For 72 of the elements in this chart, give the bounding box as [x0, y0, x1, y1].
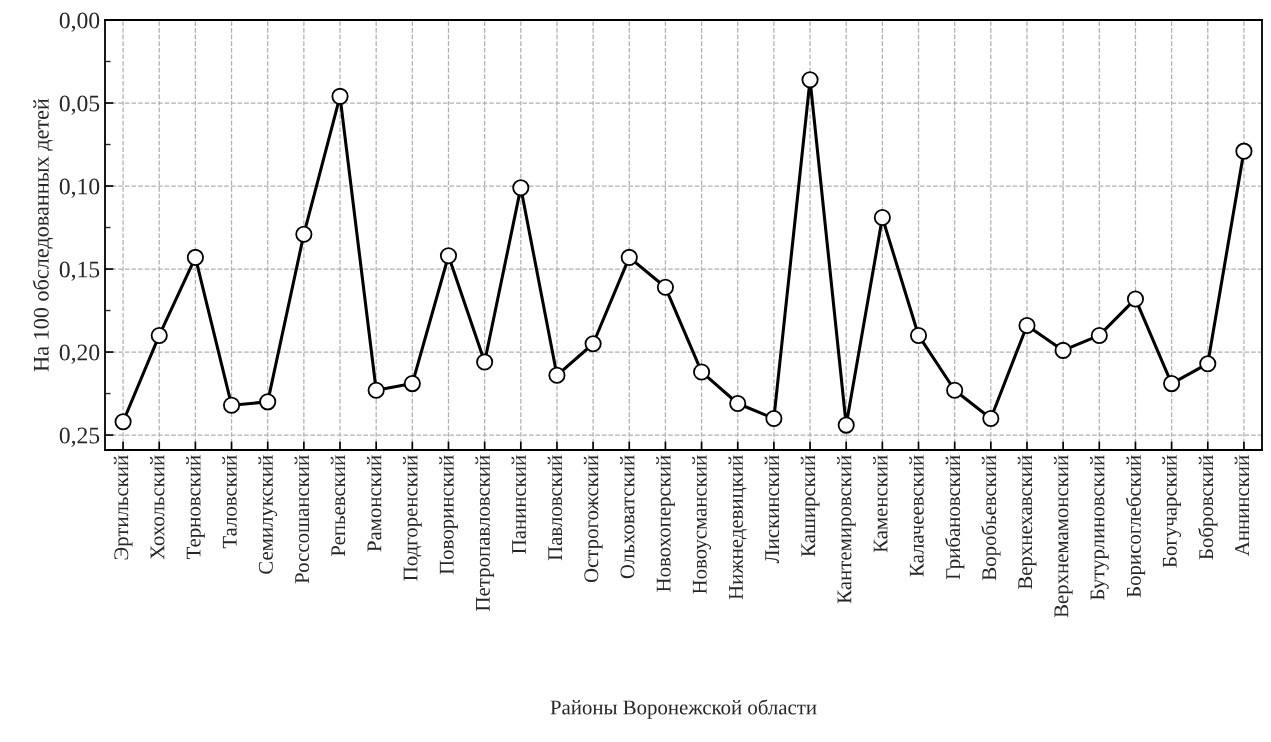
point — [331, 87, 349, 105]
point — [367, 381, 385, 399]
point — [512, 179, 530, 197]
point — [1199, 355, 1217, 373]
x-tick-label: Кантемировский — [836, 455, 856, 604]
x-tick-label: Бобровский — [1198, 455, 1218, 560]
x-tick-label: Калачеевский — [909, 455, 924, 577]
x-tick-label: Верхнемамонский — [1053, 455, 1073, 618]
y-tick-label: 0,25 — [59, 427, 100, 447]
point — [476, 353, 494, 371]
point — [909, 326, 928, 344]
point — [439, 247, 458, 265]
x-tick-label: Репьевский — [330, 455, 346, 557]
point — [729, 394, 747, 413]
x-tick-label: Бутурлиновский — [1089, 455, 1109, 600]
point — [223, 396, 241, 414]
x-tick-label: Нижнедевицкий — [728, 455, 747, 600]
x-tick-label: Панинский — [511, 455, 527, 554]
x-tick-label: Каменский — [873, 455, 888, 553]
x-tick-label: Острогожский — [583, 455, 603, 583]
point — [1235, 142, 1253, 160]
x-tick-label: Ольховатский — [620, 455, 635, 579]
x-tick-label: Каширский — [800, 455, 820, 557]
point — [801, 71, 819, 89]
x-tick-label: Новоусманский — [692, 455, 712, 594]
point — [656, 278, 674, 296]
point — [982, 409, 1000, 427]
x-tick-label: Лискинский — [764, 455, 780, 564]
x-tick-label: Таловский — [222, 455, 237, 549]
x-tick-label: Павловский — [547, 455, 563, 561]
y-tick-label: 0,15 — [59, 261, 100, 281]
y-tick-label: 0,10 — [59, 178, 100, 198]
x-tick-label: Подгоренский — [403, 455, 422, 581]
point — [873, 209, 891, 227]
x-axis-title: Районы Воронежской области — [550, 699, 817, 719]
y-axis-title: На 100 обследованных детей — [32, 98, 53, 372]
point — [548, 366, 566, 384]
x-tick-label: Поворинский — [439, 455, 458, 575]
point — [765, 409, 783, 427]
x-tick-label: Петропавловский — [475, 455, 495, 611]
point — [946, 381, 964, 399]
x-tick-label: Аннинский — [1234, 455, 1250, 556]
x-tick-label: Хохольский — [149, 455, 165, 560]
y-tick-label: 0,20 — [59, 344, 100, 364]
x-tick-label: Семилукский — [258, 455, 278, 574]
x-tick-label: Эртильский — [113, 455, 133, 560]
point — [693, 363, 711, 381]
x-tick-label: Борисоглебский — [1125, 455, 1146, 598]
point — [259, 393, 277, 411]
x-tick-label: Верхнехавский — [1017, 455, 1037, 590]
point — [837, 416, 855, 434]
point — [114, 413, 132, 431]
x-tick-label: Грибановский — [945, 455, 965, 580]
x-tick-label: Рамонский — [366, 455, 382, 552]
x-tick-label: Новохоперский — [656, 455, 675, 592]
point — [1126, 290, 1144, 308]
point — [150, 326, 168, 344]
x-tick-label: Терновский — [186, 455, 205, 560]
point — [1018, 316, 1036, 335]
x-tick-label: Богучарский — [1162, 455, 1182, 568]
point — [584, 335, 602, 353]
point — [1163, 375, 1181, 393]
point — [186, 248, 204, 266]
point — [1090, 326, 1108, 344]
x-tick-label: Воробьевский — [981, 455, 1001, 581]
x-tick-label: Россошанский — [294, 455, 310, 584]
point — [403, 375, 421, 393]
y-tick-label: 0,00 — [59, 12, 100, 32]
point — [620, 248, 638, 266]
y-tick-label: 0,05 — [59, 95, 100, 115]
point — [1054, 341, 1072, 359]
point — [295, 225, 313, 243]
